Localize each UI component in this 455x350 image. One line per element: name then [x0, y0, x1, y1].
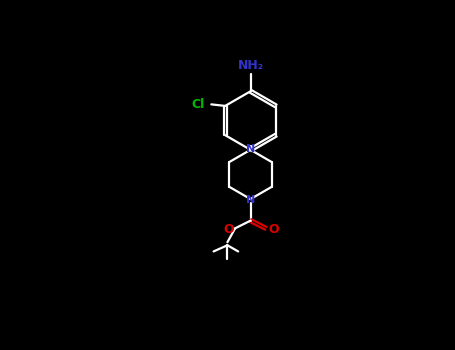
Text: NH₂: NH₂	[238, 59, 264, 72]
Text: O: O	[268, 223, 279, 236]
Text: O: O	[223, 223, 233, 236]
Text: N: N	[246, 195, 255, 205]
Text: Cl: Cl	[191, 98, 204, 111]
Text: N: N	[246, 144, 255, 154]
